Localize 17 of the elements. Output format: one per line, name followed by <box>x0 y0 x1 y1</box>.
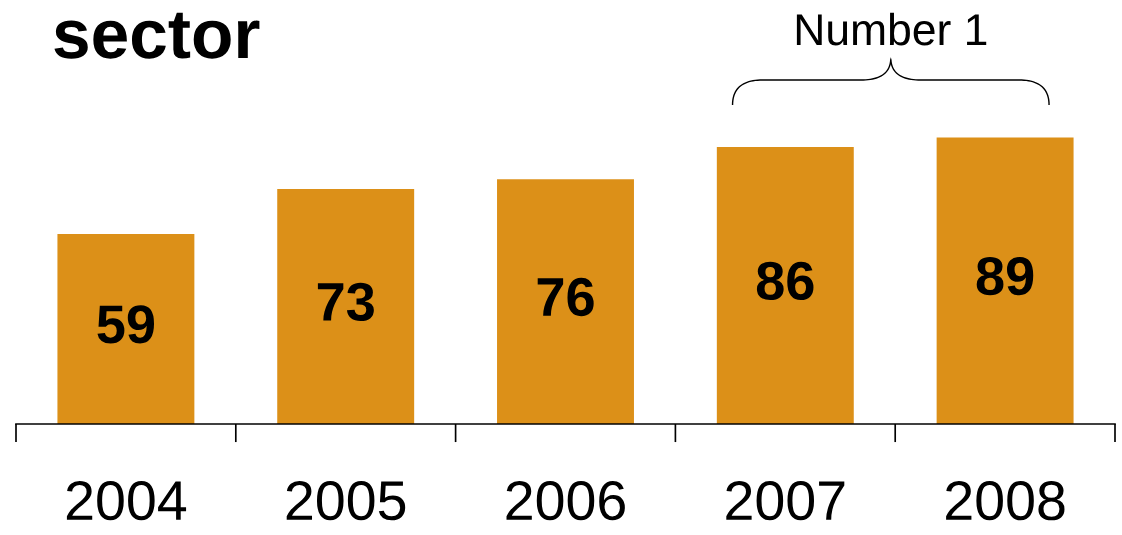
bar <box>497 179 634 424</box>
data-label: 86 <box>756 261 814 301</box>
data-label: 59 <box>97 305 155 344</box>
bar <box>716 147 854 424</box>
data-label: 76 <box>537 277 594 317</box>
x-tick-label: 2006 <box>506 481 625 521</box>
chart-title: sector <box>54 12 260 59</box>
text: Number 1 <box>796 12 987 46</box>
x-tick-label: 2007 <box>726 481 845 521</box>
x-tick-label: 2008 <box>946 481 1065 521</box>
data-label: 73 <box>317 282 374 322</box>
x-tick-label: 2005 <box>286 481 406 521</box>
bar <box>57 234 195 424</box>
x-tick-label: 2004 <box>66 481 187 521</box>
bar <box>936 137 1074 424</box>
data-label: 89 <box>976 256 1034 296</box>
bar <box>277 188 415 424</box>
